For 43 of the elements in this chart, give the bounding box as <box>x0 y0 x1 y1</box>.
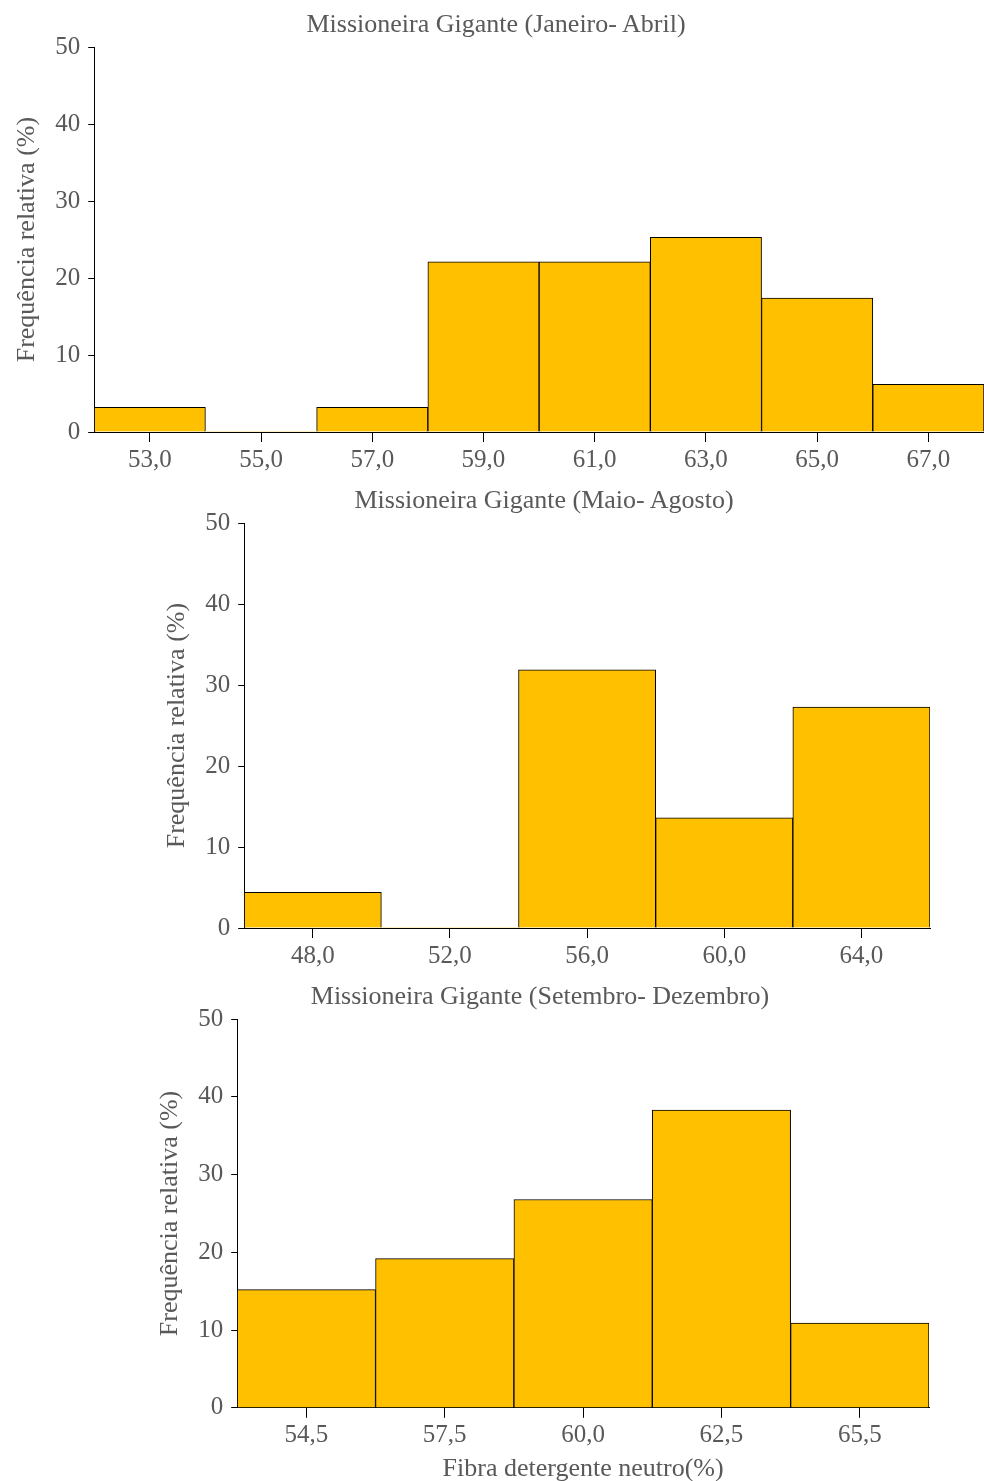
x-tick-label: 60,0 <box>561 1420 605 1448</box>
y-axis-title: Frequência relativa (%) <box>161 602 191 849</box>
x-tick-label: 61,0 <box>572 444 617 472</box>
y-tick-label: 10 <box>55 339 81 367</box>
y-tick-label: 10 <box>205 831 231 859</box>
y-tick-label: 40 <box>198 1081 224 1109</box>
x-tick-label: 53,0 <box>127 444 172 472</box>
x-tick-label: 63,0 <box>684 444 728 472</box>
y-tick-label: 30 <box>205 669 231 697</box>
x-tick-label: 55,0 <box>239 444 283 472</box>
y-tick-label: 30 <box>198 1159 224 1187</box>
x-tick-label: 65,5 <box>837 1420 882 1448</box>
x-tick-label: 62,5 <box>699 1420 744 1448</box>
chart-title: Missioneira Gigante (Maio- Agosto) <box>354 485 734 515</box>
x-axis-title: Fibra detergente neutro(%) <box>442 1453 724 1481</box>
y-tick-label: 0 <box>217 912 231 940</box>
x-tick-label: 64,0 <box>839 940 884 968</box>
y-tick-label: 30 <box>55 185 81 213</box>
x-tick-label: 67,0 <box>906 444 951 472</box>
x-tick-label: 57,5 <box>422 1420 467 1448</box>
y-axis-title: Frequência relativa (%) <box>154 1090 184 1337</box>
x-tick-label: 52,0 <box>428 940 472 968</box>
chart-title: Missioneira Gigante (Setembro- Dezembro) <box>310 981 770 1011</box>
x-tick-label: 59,0 <box>461 444 506 472</box>
y-tick-label: 50 <box>205 507 231 535</box>
y-tick-label: 40 <box>55 108 81 136</box>
x-tick-label: 60,0 <box>702 940 747 968</box>
y-tick-label: 50 <box>198 1003 224 1031</box>
chart-title: Missioneira Gigante (Janeiro- Abril) <box>306 9 686 39</box>
y-tick-label: 40 <box>205 588 231 616</box>
y-tick-label: 50 <box>55 31 81 59</box>
y-tick-label: 20 <box>198 1236 224 1264</box>
y-tick-label: 0 <box>210 1392 224 1420</box>
y-tick-label: 0 <box>67 416 81 444</box>
x-tick-label: 65,0 <box>795 444 840 472</box>
x-tick-label: 54,5 <box>284 1420 329 1448</box>
x-tick-label: 56,0 <box>565 940 609 968</box>
y-tick-label: 20 <box>55 262 81 290</box>
x-tick-label: 48,0 <box>290 940 335 968</box>
y-axis-title: Frequência relativa (%) <box>11 116 41 363</box>
x-tick-label: 57,0 <box>350 444 395 472</box>
y-tick-label: 20 <box>205 750 231 778</box>
y-tick-label: 10 <box>198 1314 224 1342</box>
